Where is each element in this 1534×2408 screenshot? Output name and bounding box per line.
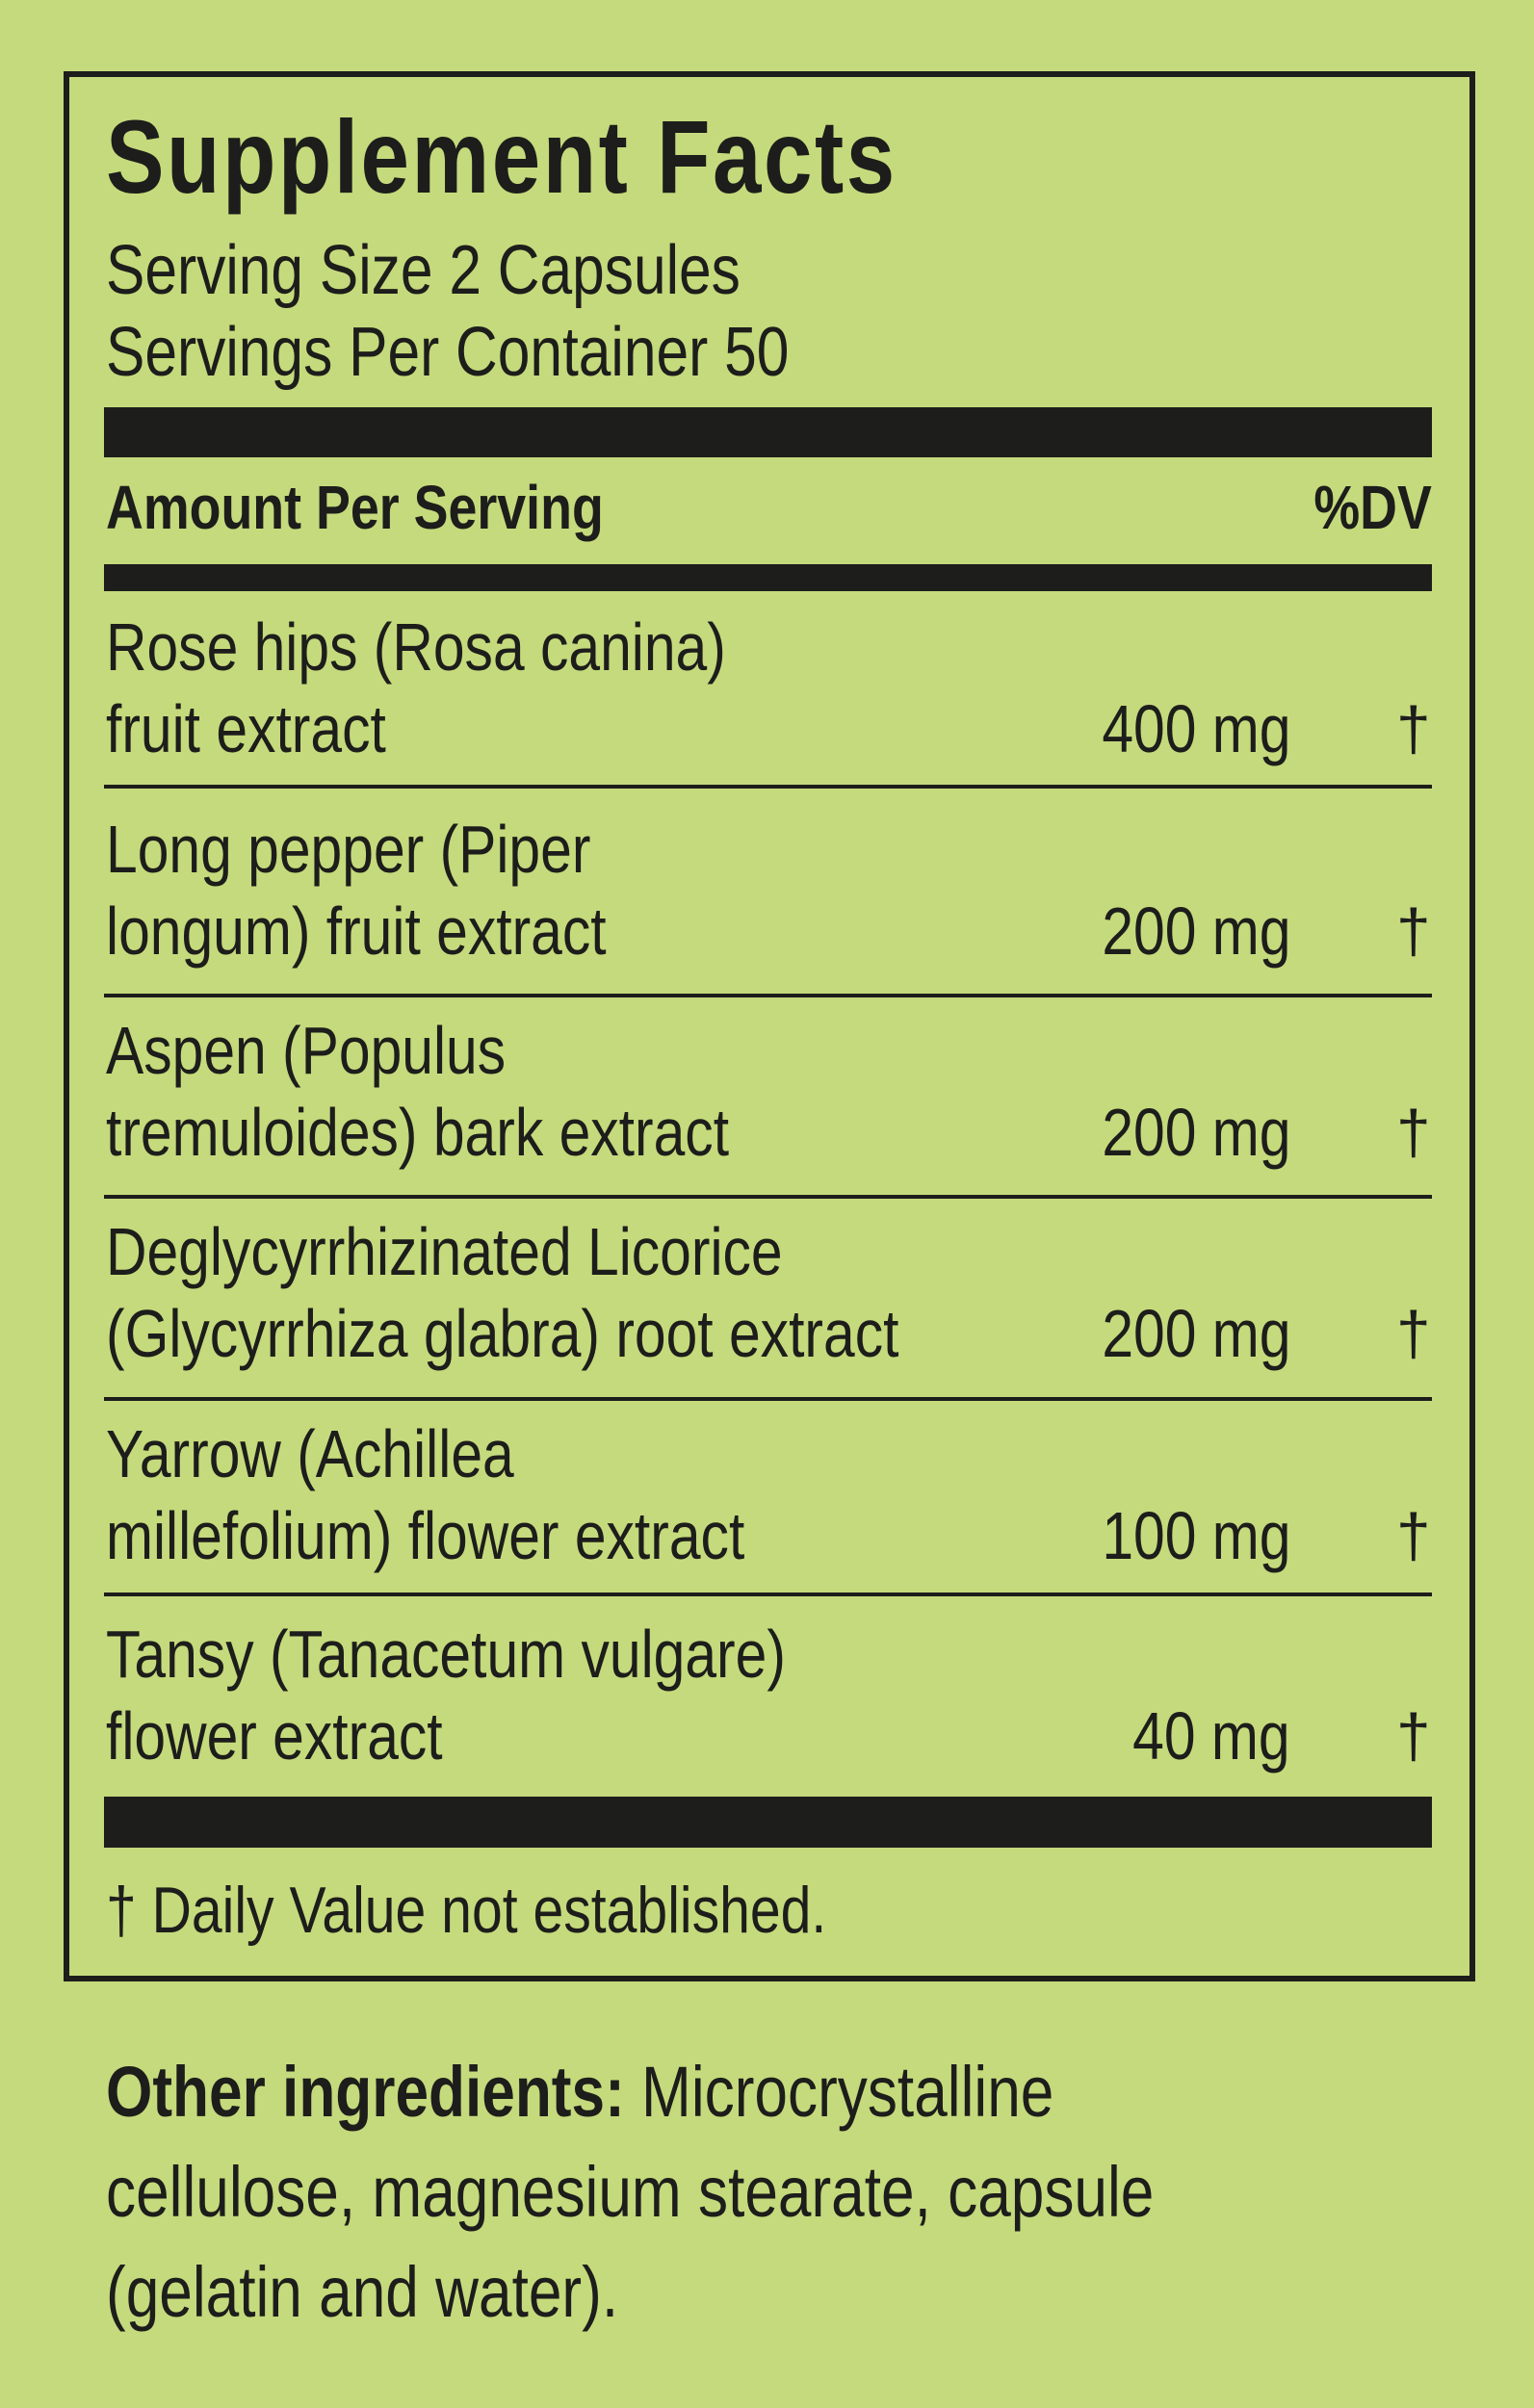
ingredient-dv: † [1396,1098,1431,1167]
ingredient-amount: 200 mg [1101,1296,1290,1371]
ingredient-name-line1: Deglycyrrhizinated Licorice [106,1214,783,1289]
other-ingredients-line: cellulose, magnesium stearate, capsule [106,2152,1155,2232]
ingredient-amount: 40 mg [1132,1698,1290,1774]
ingredient-amount: 200 mg [1101,1095,1290,1170]
other-ingredients-text: Microcrystalline [624,2052,1054,2132]
ingredient-dv: † [1396,1701,1431,1771]
ingredient-name-line2: (Glycyrrhiza glabra) root extract [106,1296,899,1371]
other-ingredients-label: Other ingredients: [106,2052,625,2132]
ingredient-amount: 200 mg [1101,893,1290,969]
other-ingredients-line: Other ingredients: Microcrystalline [106,2051,1235,2133]
ingredient-name-line2: millefolium) flower extract [106,1498,745,1573]
ingredient-dv: † [1396,1501,1431,1570]
ingredient-dv: † [1396,694,1431,764]
supplement-facts-panel [64,71,1475,1981]
medium-divider [104,564,1432,591]
ingredient-amount: 400 mg [1101,691,1290,766]
ingredient-amount: 100 mg [1101,1498,1290,1573]
ingredient-name-line2: flower extract [106,1698,443,1774]
ingredient-dv: † [1396,1299,1431,1368]
other-ingredients-line: (gelatin and water). [106,2252,619,2332]
row-divider [104,785,1432,789]
row-divider [104,994,1432,997]
ingredient-name-line2: longum) fruit extract [106,893,607,969]
ingredient-name-line1: Rose hips (Rosa canina) [106,609,726,685]
serving-size: Serving Size 2 Capsules [106,232,741,309]
dv-header: %DV [1313,473,1432,542]
row-divider [104,1397,1432,1401]
ingredient-name-line2: tremuloides) bark extract [106,1095,730,1170]
footnote: † Daily Value not established. [106,1874,827,1947]
panel-title: Supplement Facts [106,98,897,215]
ingredient-name-line1: Tansy (Tanacetum vulgare) [106,1617,786,1692]
ingredient-name-line1: Yarrow (Achillea [106,1416,514,1491]
ingredient-dv: † [1396,896,1431,966]
thick-divider [104,407,1432,457]
thick-divider [104,1797,1432,1848]
row-divider [104,1592,1432,1596]
ingredient-name-line1: Long pepper (Piper [106,812,591,887]
ingredient-name-line2: fruit extract [106,691,386,766]
servings-per-container: Servings Per Container 50 [106,314,790,391]
ingredient-name-line1: Aspen (Populus [106,1013,507,1088]
amount-per-serving-header: Amount Per Serving [106,473,604,542]
row-divider [104,1195,1432,1199]
